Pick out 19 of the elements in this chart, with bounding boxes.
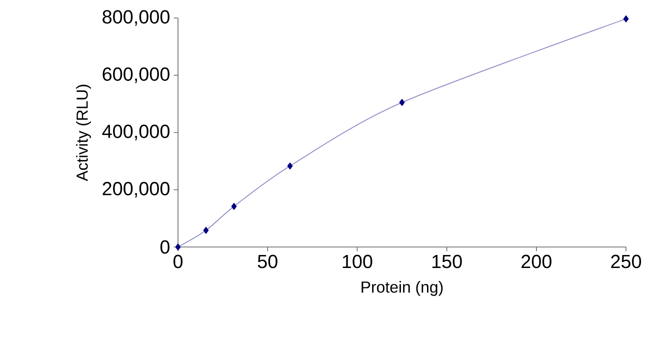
point xyxy=(175,244,181,250)
point xyxy=(231,202,237,210)
x-tick-label: 250 xyxy=(611,254,642,268)
x-tick-label: 0 xyxy=(173,254,183,268)
x-tick-label: 200 xyxy=(522,254,552,268)
y-axis-title: Activity (RLU) xyxy=(76,84,91,182)
y-tick-label: 0 xyxy=(160,240,170,254)
x-tick-label: 100 xyxy=(342,254,372,268)
point xyxy=(287,162,293,170)
y-tick-label: 400,000 xyxy=(102,124,170,140)
x-axis-title: Protein (ng) xyxy=(362,281,443,296)
x-tick-label: 150 xyxy=(432,254,462,268)
y-tick-label: 200,000 xyxy=(102,182,170,198)
point xyxy=(203,226,209,234)
y-tick-label: 600,000 xyxy=(102,67,170,84)
y-tick-label: 800,000 xyxy=(102,10,170,26)
point xyxy=(623,15,629,22)
point xyxy=(399,99,405,106)
x-tick-label: 50 xyxy=(258,254,278,268)
